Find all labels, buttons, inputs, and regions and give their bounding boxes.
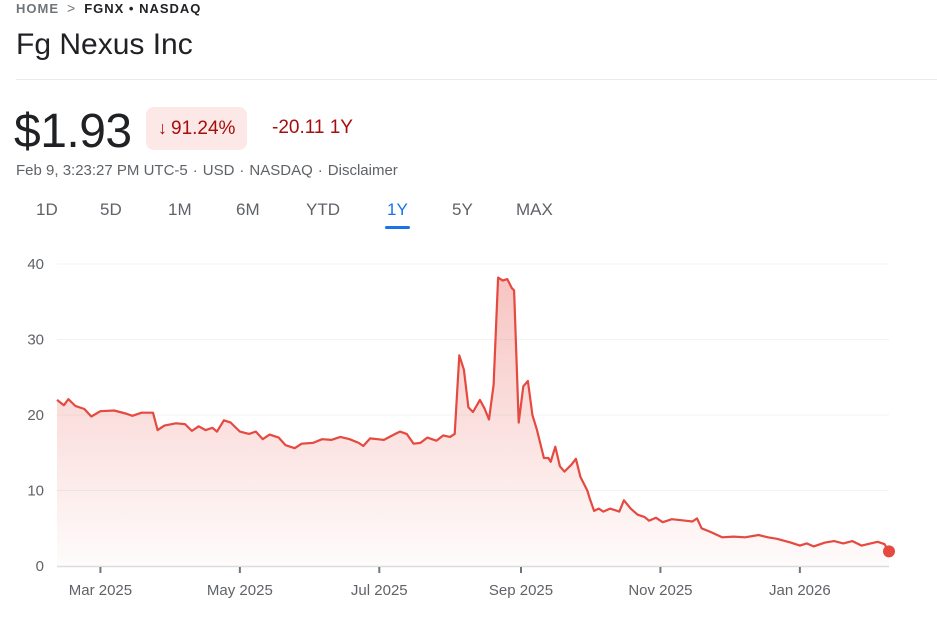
quote-meta: Feb 9, 3:23:27 PM UTC-5 · USD · NASDAQ · Di… bbox=[16, 162, 398, 179]
x-tick-label: Nov 2025 bbox=[628, 582, 692, 599]
y-tick-label: 10 bbox=[27, 483, 44, 500]
breadcrumb-ticker: FGNX • NASDAQ bbox=[84, 0, 202, 16]
breadcrumb: HOME > FGNX • NASDAQ bbox=[16, 0, 201, 16]
range-tab-1y[interactable]: 1Y bbox=[385, 198, 410, 229]
range-tab-max[interactable]: MAX bbox=[516, 200, 553, 219]
arrow-down-icon: ↓ bbox=[158, 118, 167, 138]
x-tick-label: Mar 2025 bbox=[69, 582, 132, 599]
y-tick-label: 30 bbox=[27, 332, 44, 349]
price-chart[interactable]: 0 10 20 30 40 Mar 2025 May 2025 Jul 2025 Sep 20… bbox=[0, 240, 937, 624]
exchange: NASDAQ bbox=[249, 162, 313, 179]
price-area bbox=[57, 277, 889, 566]
y-tick-label: 40 bbox=[27, 256, 44, 273]
range-tab-1m[interactable]: 1M bbox=[168, 200, 192, 219]
chevron-right-icon: > bbox=[67, 0, 77, 16]
y-tick-label: 20 bbox=[27, 407, 44, 424]
disclaimer-link[interactable]: Disclaimer bbox=[327, 162, 398, 179]
x-axis: Mar 2025 May 2025 Jul 2025 Sep 2025 Nov 2025… bbox=[69, 567, 831, 599]
current-price-marker bbox=[883, 545, 895, 558]
x-tick-label: Sep 2025 bbox=[489, 582, 553, 599]
range-tab-ytd[interactable]: YTD bbox=[306, 200, 340, 219]
timestamp: Feb 9, 3:23:27 PM UTC-5 bbox=[16, 162, 188, 179]
x-tick-label: Jul 2025 bbox=[351, 582, 408, 599]
page-title: Fg Nexus Inc bbox=[16, 28, 193, 61]
change-absolute: -20.11 1Y bbox=[272, 117, 353, 138]
y-tick-label: 0 bbox=[36, 558, 44, 575]
price-line bbox=[56, 276, 890, 552]
range-tab-5y[interactable]: 5Y bbox=[452, 200, 473, 219]
range-tab-6m[interactable]: 6M bbox=[236, 200, 260, 219]
breadcrumb-home-link[interactable]: HOME bbox=[16, 0, 59, 16]
y-axis: 0 10 20 30 40 bbox=[27, 256, 44, 575]
x-tick-label: May 2025 bbox=[207, 582, 273, 599]
change-percent-badge: ↓ 91.24% bbox=[146, 107, 248, 150]
change-percent: 91.24% bbox=[171, 117, 236, 139]
range-tab-1d[interactable]: 1D bbox=[36, 200, 58, 219]
divider bbox=[16, 79, 937, 80]
currency: USD bbox=[202, 162, 235, 179]
current-price: $1.93 bbox=[14, 105, 132, 158]
range-tab-5d[interactable]: 5D bbox=[100, 200, 122, 219]
x-tick-label: Jan 2026 bbox=[769, 582, 831, 599]
